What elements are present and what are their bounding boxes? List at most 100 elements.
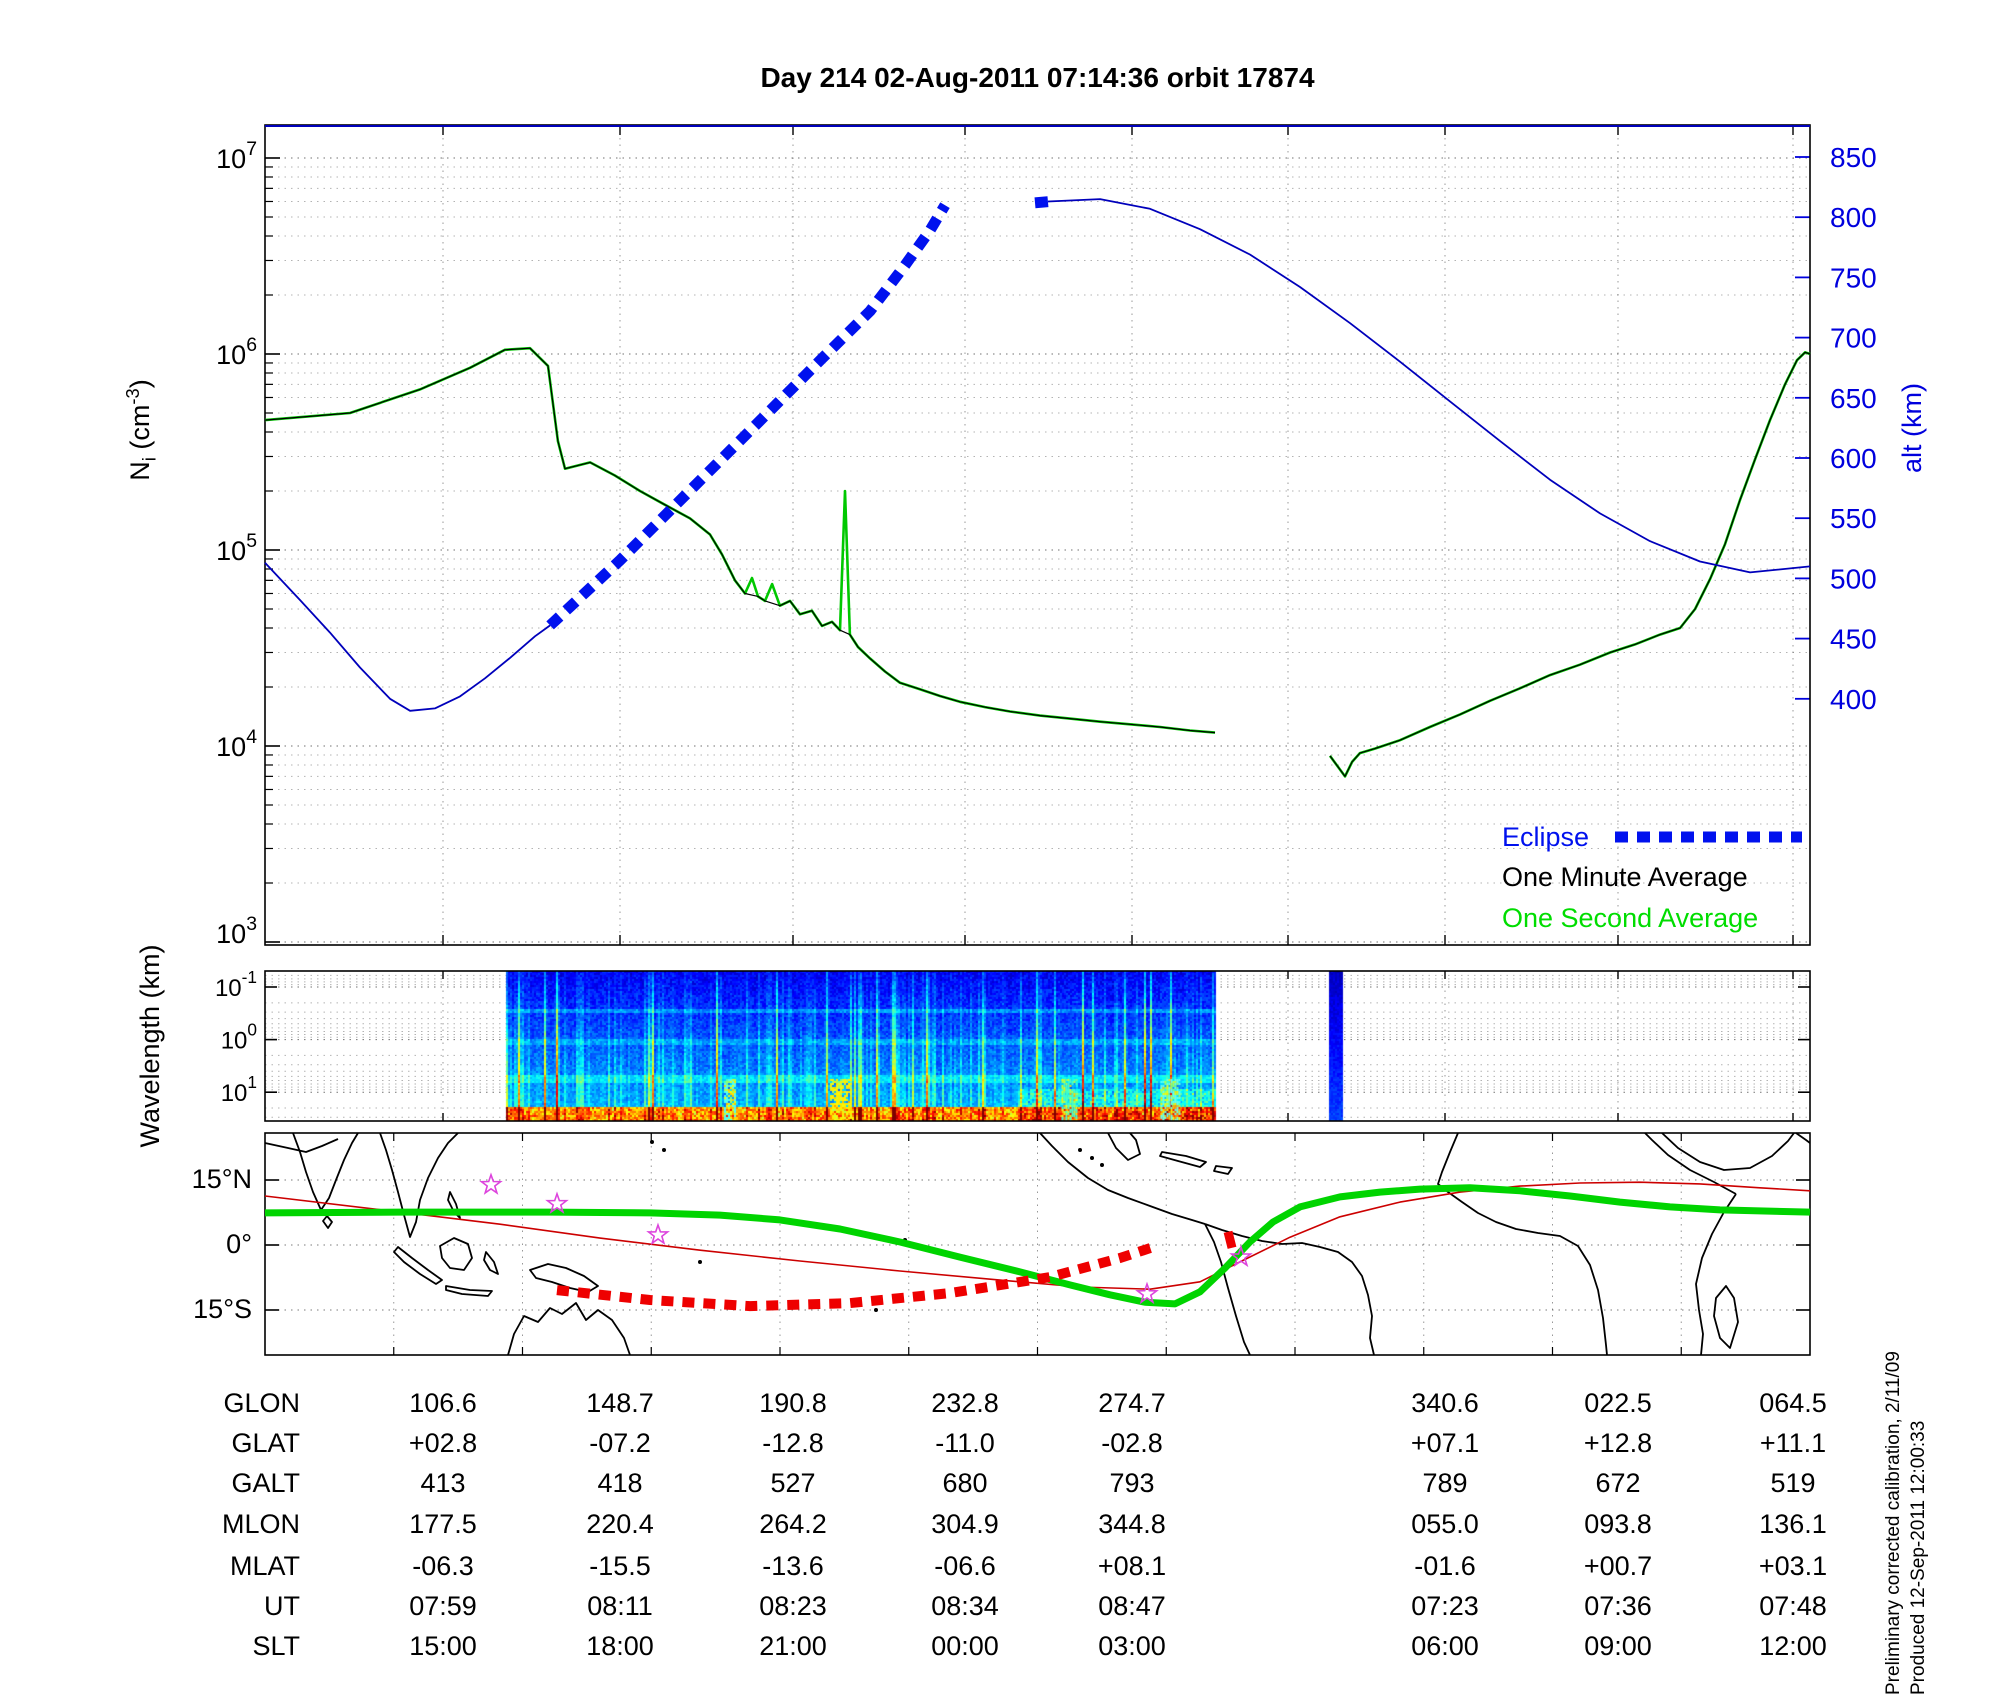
- island-dot: [1090, 1156, 1094, 1160]
- table-cell: 340.6: [1411, 1388, 1479, 1418]
- table-cell: 136.1: [1759, 1509, 1827, 1539]
- coastline: [322, 1215, 333, 1229]
- table-cell: 527: [770, 1468, 816, 1498]
- island-dot: [856, 1298, 860, 1302]
- density-axis-label-part: i: [138, 457, 160, 462]
- density-axis-label-part: N: [125, 461, 155, 481]
- coastline: [1713, 1285, 1739, 1349]
- coastline: [1204, 1223, 1375, 1356]
- table-cell: +12.8: [1583, 1428, 1653, 1458]
- altitude-tick-label: 800: [1830, 202, 1877, 233]
- table-row-label-galt: GALT: [231, 1468, 300, 1498]
- one-second-average-curve: [264, 346, 1216, 734]
- wavelength-tick-label: 101: [221, 1072, 257, 1107]
- coastline: [507, 1302, 631, 1356]
- table-row-label-mlat: MLAT: [229, 1551, 300, 1581]
- table-cell: 08:34: [931, 1591, 999, 1621]
- table-cell: 15:00: [409, 1631, 477, 1661]
- table-cell: 18:00: [586, 1631, 654, 1661]
- coastline: [529, 1263, 599, 1293]
- altitude-curve: [264, 562, 551, 712]
- table-cell: 418: [597, 1468, 643, 1498]
- table-cell: +07.1: [1410, 1428, 1480, 1458]
- wavelength-tick-label: 10-1: [215, 967, 257, 1002]
- ground-track-green: [264, 1184, 1811, 1308]
- panel-border: [264, 1132, 1811, 1356]
- coastline: [1644, 1132, 1737, 1195]
- coastline: [447, 1191, 461, 1219]
- table-cell: 148.7: [586, 1388, 654, 1418]
- density-tick-label: 104: [216, 726, 257, 762]
- table-cell: 08:23: [759, 1591, 827, 1621]
- altitude-tick-label: 400: [1830, 684, 1877, 715]
- coastline: [445, 1285, 493, 1297]
- table-cell: 022.5: [1584, 1388, 1652, 1418]
- eclipse-altitude-dashes: [1034, 196, 1051, 209]
- map-lat-label-0: 0°: [226, 1229, 252, 1259]
- coastline: [439, 1237, 473, 1271]
- island-dot: [1100, 1163, 1104, 1167]
- island-dot: [662, 1148, 666, 1152]
- table-cell: 274.7: [1098, 1388, 1166, 1418]
- table-cell: 064.5: [1759, 1388, 1827, 1418]
- coastline: [379, 1132, 459, 1238]
- wavelength-spectrogram-canvas: [266, 971, 1810, 1121]
- table-cell: -06.6: [934, 1551, 996, 1581]
- eclipse-ground-track-dashes: [556, 1241, 1159, 1312]
- table-cell: +11.1: [1759, 1428, 1827, 1458]
- density-tick-label: 106: [216, 334, 257, 370]
- coastline: [264, 1138, 339, 1153]
- table-cell: +00.7: [1583, 1551, 1653, 1581]
- density-axis-label-part: ): [125, 379, 155, 389]
- coastline: [1107, 1132, 1141, 1161]
- table-cell: -13.6: [762, 1551, 824, 1581]
- table-row-label-slt: SLT: [252, 1631, 300, 1661]
- table-cell: 264.2: [759, 1509, 827, 1539]
- table-cell: 055.0: [1411, 1509, 1479, 1539]
- table-cell: 672: [1595, 1468, 1641, 1498]
- table-cell: 07:48: [1759, 1591, 1827, 1621]
- magnetic-equator-line: [264, 1181, 1811, 1290]
- altitude-tick-label: 700: [1830, 323, 1877, 354]
- coastline: [1695, 1193, 1737, 1356]
- table-cell: 413: [420, 1468, 466, 1498]
- table-cell: -15.5: [589, 1551, 651, 1581]
- altitude-curve: [1047, 198, 1811, 574]
- panel-border: [264, 970, 1811, 1122]
- table-row-label-glon: GLON: [223, 1388, 300, 1418]
- orbit-marker-star: [545, 1191, 569, 1214]
- altitude-axis-label: alt (km): [1897, 383, 1927, 473]
- table-cell: 344.8: [1098, 1509, 1166, 1539]
- altitude-tick-label: 650: [1830, 383, 1877, 414]
- table-cell: 793: [1109, 1468, 1155, 1498]
- altitude-tick-label: 550: [1830, 503, 1877, 534]
- legend-one-minute-label: One Minute Average: [1502, 862, 1748, 892]
- coastline: [1159, 1151, 1207, 1168]
- altitude-tick-label: 750: [1830, 262, 1877, 293]
- density-tick-label: 105: [216, 530, 257, 566]
- coastline: [1437, 1132, 1608, 1356]
- density-tick-label: 103: [216, 913, 257, 949]
- table-cell: 220.4: [586, 1509, 654, 1539]
- map-lat-label-15s: 15°S: [193, 1294, 252, 1324]
- table-cell: 519: [1770, 1468, 1816, 1498]
- altitude-tick-label: 450: [1830, 624, 1877, 655]
- map-lat-label-15n: 15°N: [191, 1164, 252, 1194]
- table-cell: 07:23: [1411, 1591, 1479, 1621]
- coastline: [1795, 1132, 1811, 1144]
- island-dot: [1078, 1148, 1082, 1152]
- altitude-tick-label: 600: [1830, 443, 1877, 474]
- table-row-label-mlon: MLON: [221, 1509, 300, 1539]
- table-cell: 09:00: [1584, 1631, 1652, 1661]
- table-cell: 232.8: [931, 1388, 999, 1418]
- density-axis-label-part: (cm: [125, 404, 155, 458]
- production-notes: Preliminary corrected calibration, 2/11/…: [1881, 1265, 1931, 1695]
- table-cell: 12:00: [1759, 1631, 1827, 1661]
- table-cell: 093.8: [1584, 1509, 1652, 1539]
- coastline: [1204, 1223, 1251, 1356]
- table-cell: 07:59: [409, 1591, 477, 1621]
- table-cell: -07.2: [589, 1428, 651, 1458]
- table-cell: 680: [942, 1468, 988, 1498]
- note-produced: Produced 12-Sep-2011 12:00:33: [1908, 1420, 1929, 1695]
- density-axis-label: Ni (cm-3): [116, 280, 159, 580]
